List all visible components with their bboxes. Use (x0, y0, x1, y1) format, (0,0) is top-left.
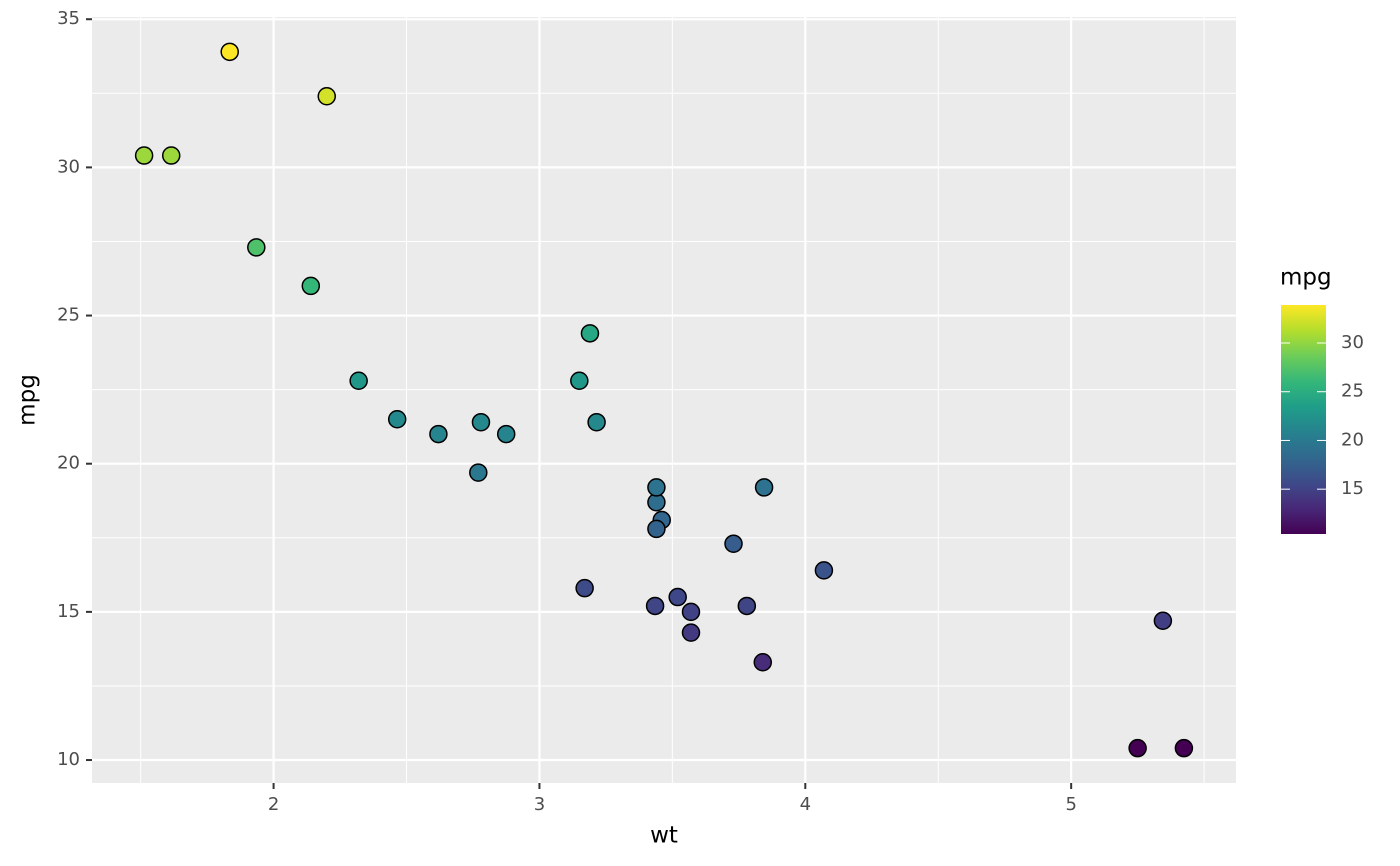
point (754, 478, 774, 497)
point (737, 596, 757, 616)
y-tick-label: 15 (57, 601, 80, 622)
point (814, 561, 834, 580)
x-tick-label: 4 (800, 794, 811, 815)
point (753, 652, 773, 672)
y-tick-label: 25 (57, 305, 80, 326)
plot-panel (92, 17, 1236, 783)
point (247, 238, 266, 257)
point (301, 276, 321, 296)
point (647, 519, 666, 539)
point (587, 412, 606, 432)
point (1128, 738, 1147, 758)
point (317, 87, 337, 106)
point (681, 623, 701, 642)
point (387, 410, 407, 429)
colorbar-tick-label: 25 (1341, 381, 1364, 402)
colorbar-tick-label: 15 (1341, 478, 1364, 499)
point (220, 42, 239, 62)
point (580, 324, 600, 343)
point (469, 463, 488, 482)
point (349, 371, 368, 390)
point (496, 424, 516, 444)
point (681, 602, 701, 622)
x-tick-label: 5 (1065, 794, 1076, 815)
point (570, 371, 589, 390)
point (724, 534, 743, 553)
y-tick-label: 20 (57, 453, 80, 474)
colorbar-tick-label: 30 (1341, 332, 1364, 353)
x-tick-label: 3 (534, 794, 545, 815)
point (575, 578, 594, 598)
point (134, 146, 154, 165)
y-tick-label: 35 (57, 8, 80, 29)
point (1153, 611, 1173, 631)
point (161, 146, 181, 165)
legend-title: mpg (1280, 265, 1332, 291)
point (429, 424, 448, 444)
point (1174, 738, 1194, 758)
y-axis-title: mpg (15, 374, 41, 426)
point (471, 412, 491, 432)
y-tick-label: 30 (57, 156, 80, 177)
point (668, 587, 687, 607)
y-tick-label: 10 (57, 749, 80, 770)
point (645, 596, 665, 616)
colorbar (1281, 305, 1326, 534)
x-axis-title: wt (650, 823, 678, 849)
x-tick-label: 2 (268, 794, 279, 815)
point (647, 478, 666, 497)
colorbar-tick-label: 20 (1341, 429, 1364, 450)
